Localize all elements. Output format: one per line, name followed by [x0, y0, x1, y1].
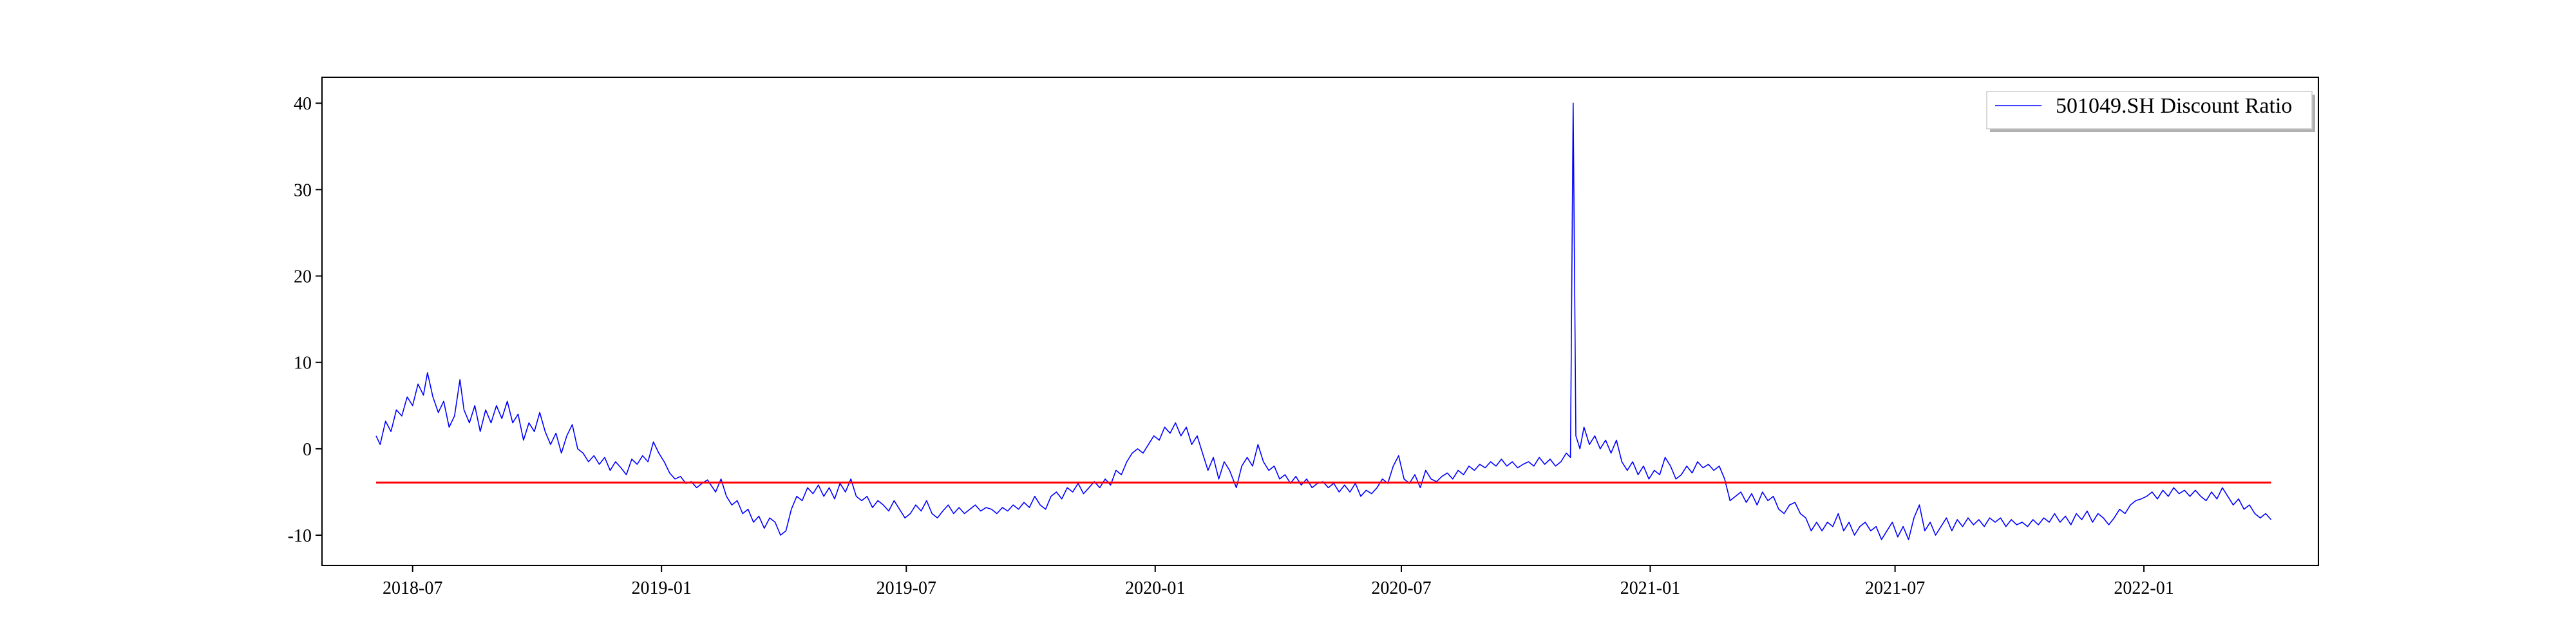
y-axis: -10 0 10 20 30 40	[288, 94, 322, 546]
x-tick-label-4: 2020-07	[1371, 578, 1431, 598]
y-tick-label-5: 40	[294, 94, 312, 114]
x-tick-label-0: 2018-07	[383, 578, 442, 598]
legend-box	[1986, 91, 2313, 129]
x-tick-label-1: 2019-01	[632, 578, 692, 598]
x-tick-label-3: 2020-01	[1125, 578, 1185, 598]
y-tick-label-0: -10	[288, 526, 312, 546]
x-tick-label-5: 2021-01	[1620, 578, 1680, 598]
legend: 501049.SH Discount Ratio	[1986, 91, 2315, 132]
x-axis: 2018-07 2019-01 2019-07 2020-01 2020-07 2021-…	[383, 565, 2174, 598]
y-tick-label-1: 0	[303, 440, 312, 460]
y-tick-label-4: 30	[294, 180, 312, 200]
plot-frame	[321, 77, 2319, 566]
x-tick-label-2: 2019-07	[876, 578, 936, 598]
y-tick-label-2: 10	[294, 354, 312, 374]
x-tick-label-7: 2022-01	[2114, 578, 2174, 598]
legend-label: 501049.SH Discount Ratio	[2056, 94, 2292, 118]
y-tick-label-3: 20	[294, 267, 312, 287]
x-tick-label-6: 2021-07	[1865, 578, 1925, 598]
